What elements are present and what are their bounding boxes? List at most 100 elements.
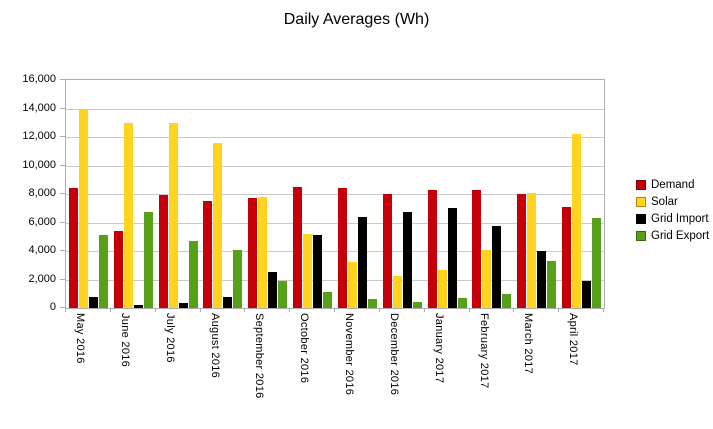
legend-label: Solar — [651, 196, 678, 208]
y-axis-label: 10,000 — [22, 159, 56, 171]
x-axis-label: September 2016 — [253, 313, 265, 399]
x-axis-tick — [110, 308, 111, 312]
x-axis-label: July 2016 — [164, 313, 176, 363]
gridline — [66, 137, 604, 138]
bar-demand — [382, 194, 392, 308]
legend-item: Grid Import — [636, 213, 709, 225]
x-axis-label: April 2017 — [567, 313, 579, 366]
x-axis-tick — [65, 308, 66, 312]
bar-grid-import — [492, 226, 502, 308]
bar-grid-import — [582, 281, 592, 308]
bar-grid-import — [313, 235, 323, 308]
bar-demand — [293, 187, 303, 308]
bar-demand — [337, 188, 347, 308]
x-axis-tick — [334, 308, 335, 312]
bar-demand — [562, 207, 572, 308]
bar-demand — [427, 190, 437, 308]
bar-demand — [472, 190, 482, 308]
x-axis-tick — [469, 308, 470, 312]
gridline — [66, 251, 604, 252]
x-axis-label: December 2016 — [388, 313, 400, 396]
x-axis-label: October 2016 — [298, 313, 310, 384]
legend-swatch-grid-export — [636, 231, 646, 241]
bar-grid-export — [547, 261, 557, 308]
bar-solar — [347, 262, 357, 308]
bar-grid-export — [323, 292, 333, 308]
x-axis-label: May 2016 — [74, 313, 86, 364]
y-axis-label: 4,000 — [28, 244, 56, 256]
bar-group — [425, 80, 470, 308]
bar-solar — [78, 110, 88, 308]
bar-solar — [123, 123, 133, 308]
legend-item: Solar — [636, 196, 709, 208]
legend-label: Grid Import — [651, 213, 709, 225]
bar-grid-export — [592, 218, 602, 308]
bar-group — [200, 80, 245, 308]
bar-groups — [66, 80, 604, 308]
bar-grid-export — [457, 298, 467, 308]
bar-solar — [437, 270, 447, 308]
legend-swatch-grid-import — [636, 214, 646, 224]
bar-grid-export — [367, 299, 377, 308]
bar-solar — [392, 276, 402, 308]
x-axis-tick — [513, 308, 514, 312]
x-axis-tick — [155, 308, 156, 312]
y-axis-label: 16,000 — [22, 73, 56, 85]
bar-grid-import — [402, 212, 412, 308]
legend-swatch-solar — [636, 197, 646, 207]
y-axis-tick — [60, 307, 65, 308]
y-axis-label: 2,000 — [28, 273, 56, 285]
bar-grid-export — [502, 294, 512, 308]
x-axis-tick — [558, 308, 559, 312]
gridline — [66, 166, 604, 167]
bar-grid-import — [223, 297, 233, 308]
y-axis-tick — [60, 136, 65, 137]
bar-grid-import — [357, 217, 367, 308]
bar-solar — [572, 134, 582, 308]
gridline — [66, 194, 604, 195]
bar-grid-export — [98, 235, 108, 308]
y-axis-label: 12,000 — [22, 130, 56, 142]
bar-group — [156, 80, 201, 308]
legend-label: Grid Export — [651, 230, 710, 242]
bar-grid-export — [233, 250, 243, 308]
bar-demand — [517, 194, 527, 308]
x-axis-label: January 2017 — [433, 313, 445, 384]
legend-label: Demand — [651, 179, 695, 191]
legend-item: Grid Export — [636, 230, 709, 242]
bar-demand — [203, 201, 213, 308]
y-axis-label: 8,000 — [28, 187, 56, 199]
bar-group — [290, 80, 335, 308]
bar-grid-import — [268, 272, 278, 308]
bar-solar — [213, 143, 223, 308]
y-axis-tick — [60, 279, 65, 280]
x-axis-tick — [424, 308, 425, 312]
y-axis-label: 0 — [49, 301, 56, 313]
bar-grid-import — [133, 305, 143, 308]
y-axis-tick — [60, 250, 65, 251]
x-axis-label: June 2016 — [119, 313, 131, 368]
legend: Demand Solar Grid Import Grid Export — [636, 179, 709, 247]
bar-group — [66, 80, 111, 308]
bar-group — [111, 80, 156, 308]
x-axis-tick — [289, 308, 290, 312]
y-axis-label: 14,000 — [22, 102, 56, 114]
bar-solar — [303, 234, 313, 308]
bar-group — [469, 80, 514, 308]
bar-group — [380, 80, 425, 308]
x-axis-label: August 2016 — [209, 313, 221, 379]
y-axis-label: 6,000 — [28, 216, 56, 228]
plot-area — [65, 79, 605, 309]
bar-grid-import — [88, 297, 98, 308]
bar-group — [559, 80, 604, 308]
bar-group — [514, 80, 559, 308]
bar-grid-export — [143, 212, 153, 308]
gridline — [66, 280, 604, 281]
x-axis-tick — [200, 308, 201, 312]
bar-demand — [248, 198, 258, 308]
y-axis-tick — [60, 108, 65, 109]
bar-group — [335, 80, 380, 308]
bar-grid-export — [412, 302, 422, 308]
bar-grid-import — [447, 208, 457, 308]
x-axis-label: March 2017 — [522, 313, 534, 375]
